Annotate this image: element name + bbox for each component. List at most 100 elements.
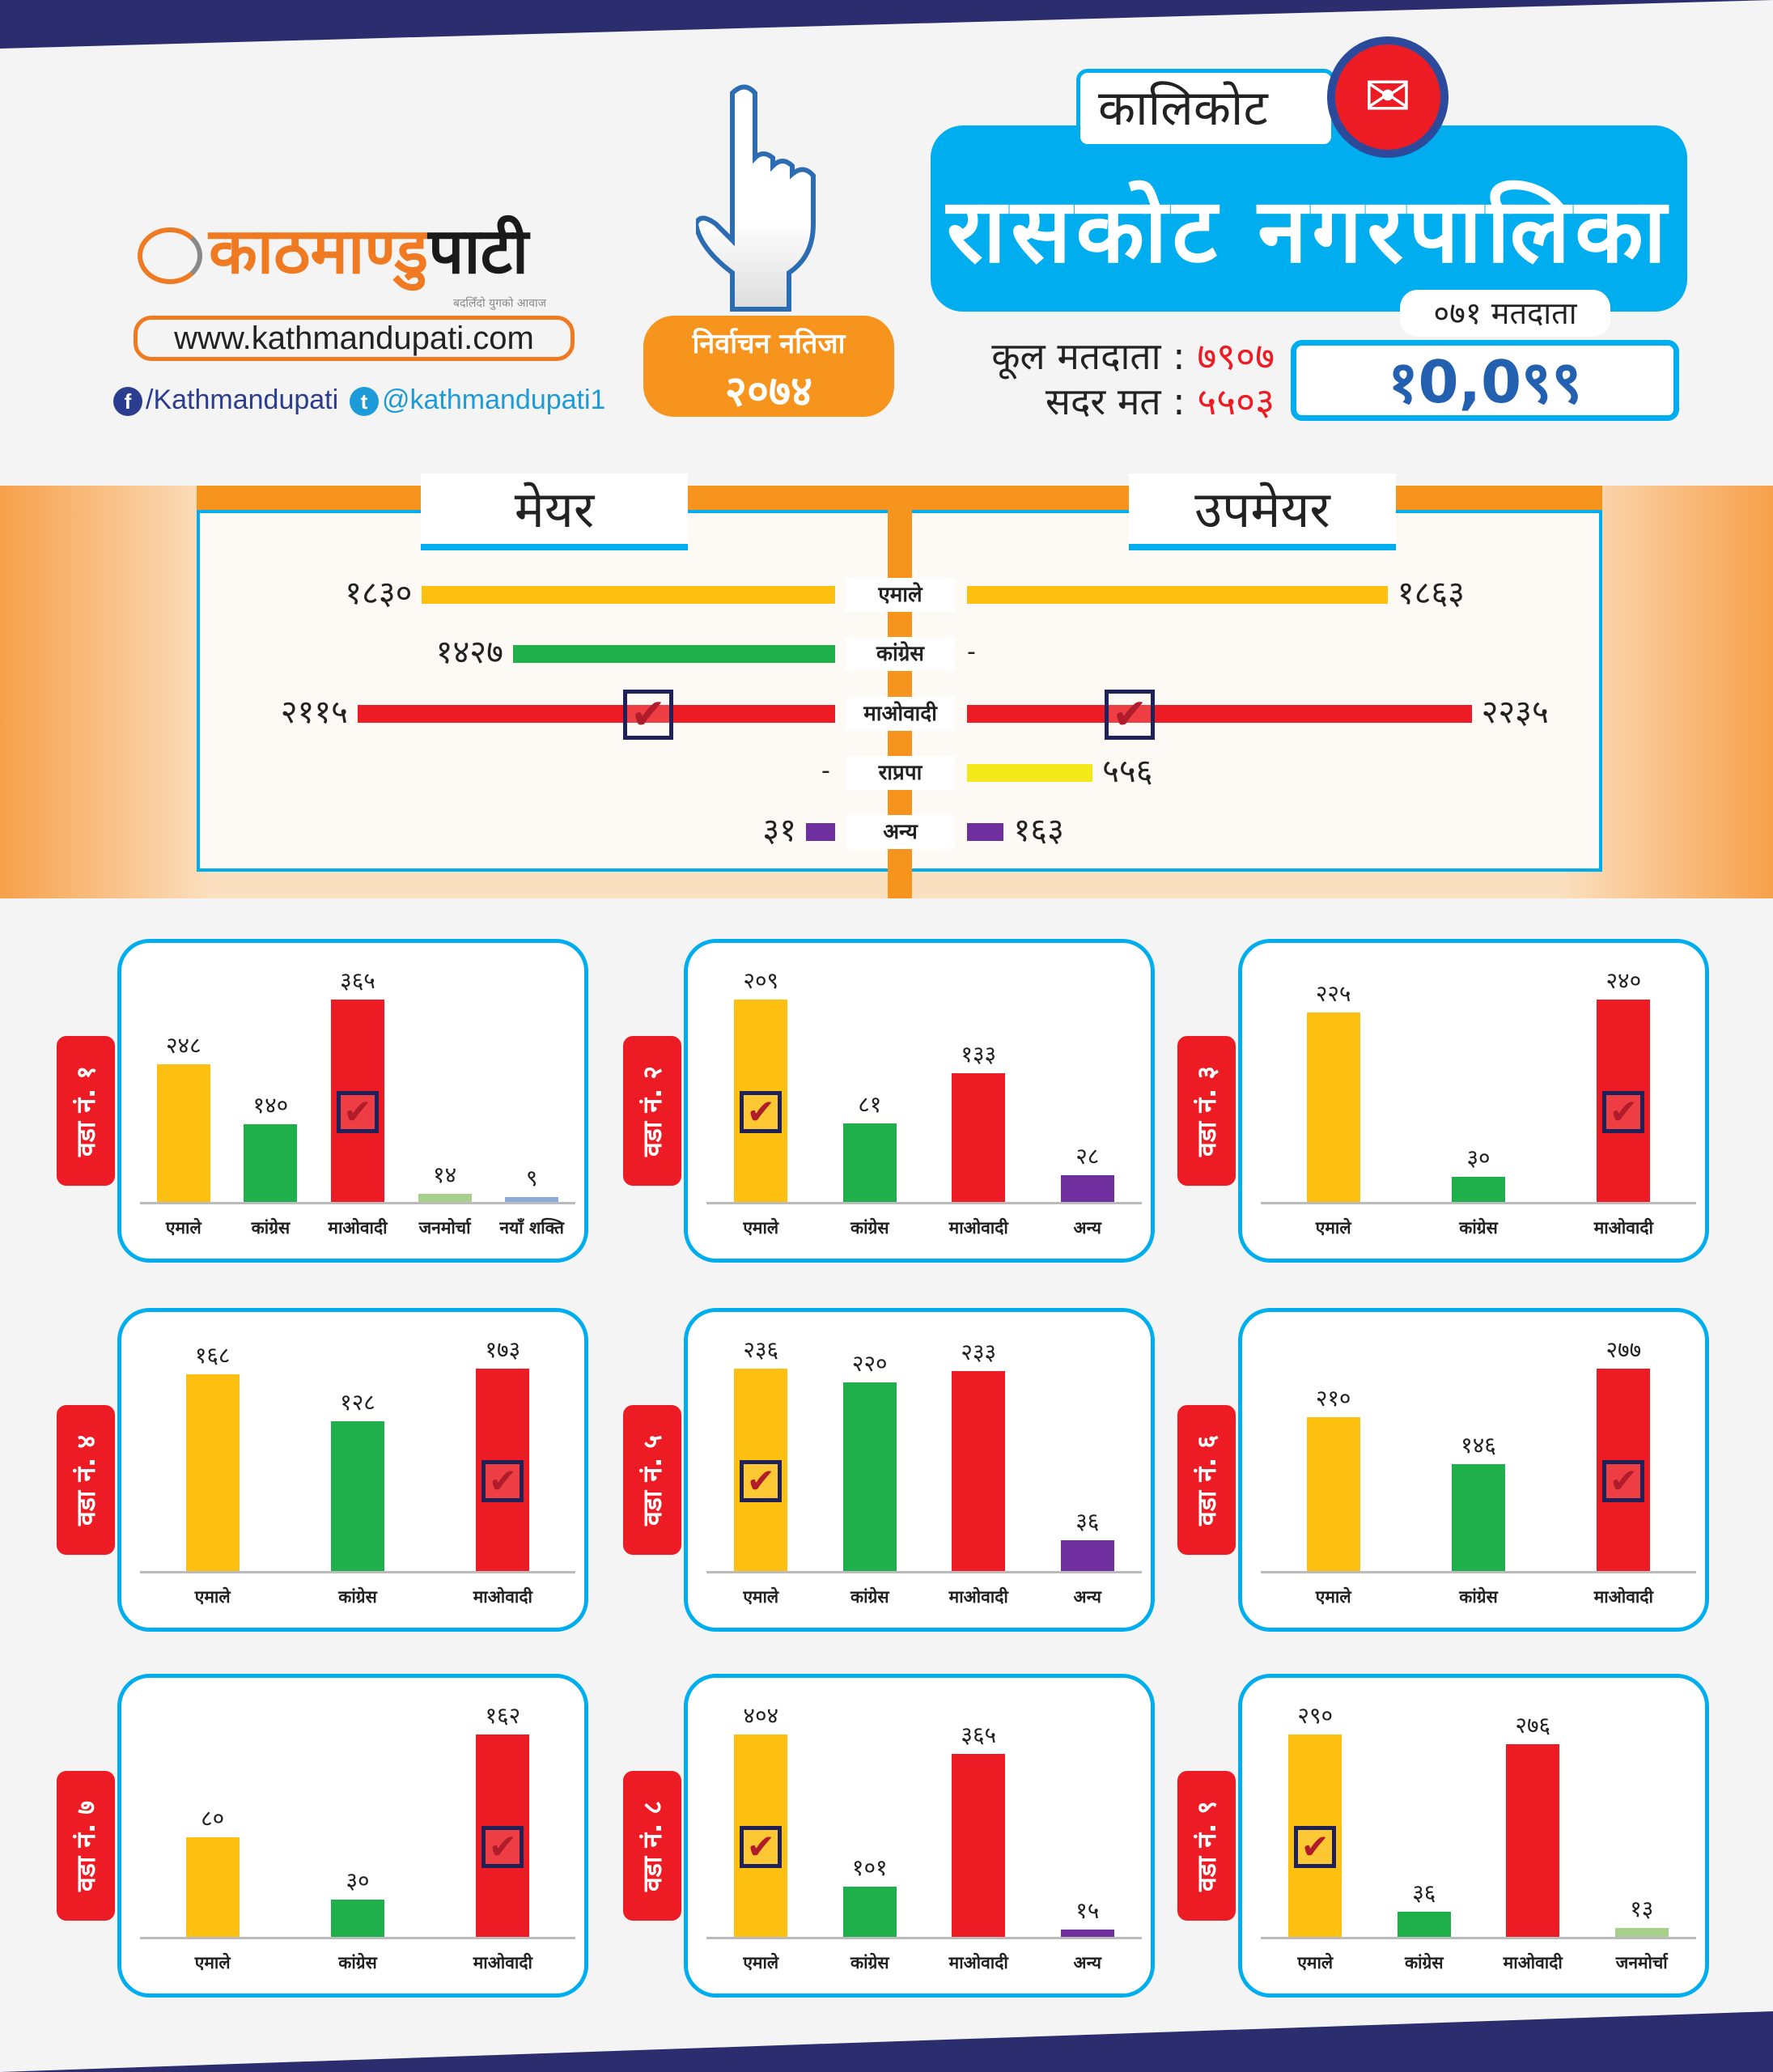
ward-bar-value: ४०४ bbox=[743, 1702, 779, 1729]
chart-axis bbox=[140, 1571, 575, 1573]
ward-bar-label: एमाले bbox=[194, 1953, 231, 1972]
deputy-bar-value: १८६३ bbox=[1397, 575, 1465, 612]
bar-value-dash: - bbox=[967, 638, 976, 666]
ward-bar-label: जनमोर्चा bbox=[418, 1218, 471, 1238]
valid-votes: ५५०३ bbox=[1197, 380, 1275, 423]
ward-bar-value: २३६ bbox=[743, 1336, 779, 1363]
winner-check-icon: ✔ bbox=[337, 1090, 379, 1133]
ward-bar bbox=[1397, 1911, 1451, 1937]
ward-bar-label: माओवादी bbox=[1593, 1587, 1653, 1607]
winner-check-icon: ✔ bbox=[481, 1825, 524, 1868]
winner-check-icon: ✔ bbox=[740, 1825, 783, 1868]
ward-bar-value: ३० bbox=[346, 1866, 370, 1894]
ward-bar-label: एमाले bbox=[1315, 1218, 1351, 1238]
ward-bar bbox=[1614, 1927, 1669, 1937]
ward-tab: वडा नं. ७ bbox=[57, 1771, 115, 1921]
ward-bar bbox=[1060, 1174, 1114, 1202]
ward-bar-value: २९० bbox=[1297, 1702, 1334, 1729]
ward-bar bbox=[1060, 1929, 1114, 1937]
chart-axis bbox=[706, 1937, 1142, 1939]
voters-071-value: १0,0९९ bbox=[1291, 340, 1679, 421]
ward-bar bbox=[185, 1836, 240, 1937]
party-label: कांग्रेस bbox=[846, 637, 955, 671]
ward-bar-label: कांग्रेस bbox=[338, 1587, 377, 1607]
ward-bar-value: ३६५ bbox=[340, 967, 375, 994]
ward-bar-value: २०९ bbox=[743, 967, 779, 994]
ward-bar-label: माओवादी bbox=[948, 1587, 1008, 1607]
deputy-bar-value: ५५६ bbox=[1102, 753, 1153, 790]
ward-bar-value: २२५ bbox=[1315, 979, 1351, 1007]
ward-bar-label: कांग्रेस bbox=[251, 1218, 291, 1238]
top-stripe bbox=[0, 0, 1773, 49]
deputy-bar-value: १६३ bbox=[1013, 812, 1064, 849]
party-label: अन्य bbox=[846, 815, 955, 849]
ward-bar-value: ३६५ bbox=[961, 1722, 997, 1749]
twitter-link[interactable]: t @kathmandupati1 bbox=[350, 384, 605, 417]
pointing-finger-icon bbox=[696, 84, 816, 312]
ward-bar bbox=[842, 1886, 897, 1937]
winner-check-icon: ✔ bbox=[1294, 1825, 1337, 1868]
ward-bar-label: अन्य bbox=[1073, 1587, 1101, 1607]
ward-bar-label: एमाले bbox=[194, 1587, 231, 1607]
ward-bar-value: २४० bbox=[1605, 967, 1642, 994]
deputy-mayor-tab: उपमेयर bbox=[1129, 473, 1396, 550]
ward-bar bbox=[331, 1421, 384, 1571]
ward-bar-value: २१० bbox=[1315, 1385, 1351, 1412]
ward-bar bbox=[418, 1194, 472, 1202]
ward-bar bbox=[842, 1382, 897, 1571]
ward-bar-label: कांग्रेस bbox=[850, 1953, 889, 1972]
ward-bar bbox=[1306, 1012, 1360, 1202]
bottom-stripe bbox=[0, 2011, 1773, 2072]
ward-bar bbox=[952, 1754, 1006, 1937]
mayor-bar-value: ३१ bbox=[762, 812, 796, 849]
ward-bar bbox=[842, 1123, 897, 1202]
ward-bar-label: कांग्रेस bbox=[1459, 1587, 1498, 1607]
ward-bar-label: कांग्रेस bbox=[338, 1953, 377, 1972]
ward-bar-label: माओवादी bbox=[948, 1218, 1008, 1238]
ward-bar-value: १५ bbox=[1075, 1896, 1100, 1924]
ward-bar-label: माओवादी bbox=[1503, 1953, 1563, 1972]
ward-bar-value: ९ bbox=[525, 1164, 538, 1191]
winner-check-icon: ✔ bbox=[481, 1459, 524, 1502]
ward-bar bbox=[1306, 1417, 1360, 1571]
voter-stats: कूल मतदाता : ७९०७ सदर मत : ५५०३ bbox=[991, 334, 1275, 423]
ward-bar-label: एमाले bbox=[1315, 1587, 1351, 1607]
ward-bar-value: १६८ bbox=[194, 1342, 231, 1369]
winner-check-icon: ✔ bbox=[1602, 1459, 1645, 1502]
facebook-link[interactable]: f/Kathmandupati bbox=[113, 384, 338, 417]
ward-bar bbox=[185, 1374, 240, 1571]
ward-bar-value: १६२ bbox=[485, 1702, 521, 1729]
ward-bar-value: ३६ bbox=[1075, 1507, 1100, 1535]
party-label: माओवादी bbox=[846, 697, 955, 731]
ward-bar-label: एमाले bbox=[1297, 1953, 1334, 1972]
ward-bar-value: १०१ bbox=[851, 1853, 888, 1881]
ballot-box-icon: ✉ bbox=[1327, 36, 1449, 158]
ward-bar-label: कांग्रेस bbox=[850, 1218, 889, 1238]
website-link[interactable]: www.kathmandupati.com bbox=[134, 316, 575, 361]
ward-bar-value: २४८ bbox=[165, 1032, 201, 1059]
ward-bar bbox=[1060, 1539, 1114, 1571]
chart-axis bbox=[140, 1202, 575, 1204]
ward-bar-value: १७३ bbox=[485, 1336, 521, 1363]
ward-bar-value: २२० bbox=[851, 1349, 888, 1377]
ward-bar-label: एमाले bbox=[743, 1218, 779, 1238]
ward-bar bbox=[1452, 1176, 1505, 1202]
municipality-title: रासकोट नगरपालिका bbox=[931, 125, 1687, 312]
ward-bar-label: जनमोर्चा bbox=[1615, 1953, 1668, 1972]
deputy-bar bbox=[967, 705, 1472, 723]
chart-axis bbox=[1261, 1202, 1696, 1204]
party-label: एमाले bbox=[846, 578, 955, 612]
ward-bar-value: २८ bbox=[1075, 1142, 1100, 1170]
winner-check-icon: ✔ bbox=[740, 1090, 783, 1133]
ward-bar-value: १३३ bbox=[961, 1040, 997, 1068]
election-result-badge: निर्वाचन नतिजा २०७४ bbox=[643, 316, 894, 417]
chart-axis bbox=[1261, 1571, 1696, 1573]
mayor-bar-value: १८३० bbox=[345, 575, 413, 612]
deputy-bar bbox=[967, 764, 1093, 782]
ward-bar bbox=[505, 1196, 559, 1202]
mayor-tab: मेयर bbox=[421, 473, 688, 550]
winner-check-icon: ✔ bbox=[740, 1459, 783, 1502]
ward-bar-label: माओवादी bbox=[328, 1218, 388, 1238]
winner-check-icon: ✔ bbox=[1602, 1090, 1645, 1133]
ward-bar-label: माओवादी bbox=[473, 1587, 532, 1607]
